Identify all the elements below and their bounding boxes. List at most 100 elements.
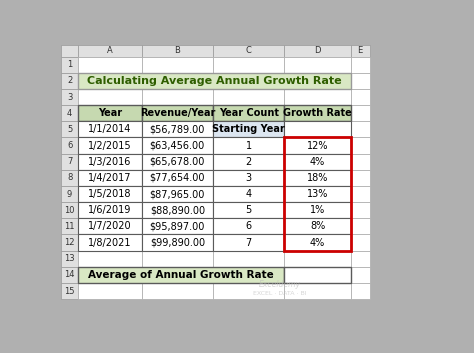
Bar xyxy=(351,267,370,283)
Bar xyxy=(213,283,284,299)
Bar xyxy=(213,154,284,170)
Bar xyxy=(284,202,351,218)
Bar xyxy=(142,154,213,170)
Text: $95,897.00: $95,897.00 xyxy=(150,221,205,232)
Text: 18%: 18% xyxy=(307,173,328,183)
Bar xyxy=(142,267,213,283)
Bar xyxy=(142,121,213,137)
Bar xyxy=(78,121,142,137)
Text: B: B xyxy=(174,46,180,55)
Text: 3: 3 xyxy=(246,173,252,183)
Bar xyxy=(78,137,142,154)
Text: 4%: 4% xyxy=(310,238,325,247)
Bar xyxy=(284,170,351,186)
Bar xyxy=(61,105,78,121)
Text: $77,654.00: $77,654.00 xyxy=(150,173,205,183)
Bar xyxy=(351,45,370,56)
Bar xyxy=(142,154,213,170)
Bar xyxy=(284,251,351,267)
Text: 14: 14 xyxy=(64,270,75,280)
Text: Exceldemy: Exceldemy xyxy=(259,280,301,289)
Text: 4: 4 xyxy=(246,189,252,199)
Text: 4: 4 xyxy=(67,109,72,118)
Bar xyxy=(213,202,284,218)
Text: 15: 15 xyxy=(64,287,75,295)
Bar xyxy=(61,121,78,137)
Text: Starting Year: Starting Year xyxy=(212,124,285,134)
Bar xyxy=(61,137,78,154)
Bar xyxy=(351,251,370,267)
Bar xyxy=(284,186,351,202)
Text: E: E xyxy=(357,46,363,55)
Bar xyxy=(61,267,78,283)
Text: 1/2/2015: 1/2/2015 xyxy=(88,140,132,151)
Bar xyxy=(213,202,284,218)
Bar xyxy=(284,186,351,202)
Bar xyxy=(213,267,284,283)
Bar xyxy=(142,170,213,186)
Bar xyxy=(78,267,284,283)
Text: 1/6/2019: 1/6/2019 xyxy=(88,205,132,215)
Bar xyxy=(142,137,213,154)
Bar xyxy=(78,251,142,267)
Text: 3: 3 xyxy=(67,92,73,102)
Bar xyxy=(284,154,351,170)
Bar xyxy=(78,234,142,251)
Bar xyxy=(351,89,370,105)
Text: 10: 10 xyxy=(64,206,75,215)
Bar xyxy=(78,218,142,234)
Bar xyxy=(284,154,351,170)
Text: 1: 1 xyxy=(246,140,252,151)
Bar xyxy=(142,105,213,121)
Bar xyxy=(213,170,284,186)
Bar xyxy=(142,56,213,73)
Bar xyxy=(61,186,78,202)
Text: 1/8/2021: 1/8/2021 xyxy=(88,238,132,247)
Text: 7: 7 xyxy=(246,238,252,247)
Text: D: D xyxy=(314,46,321,55)
Text: A: A xyxy=(107,46,113,55)
Bar xyxy=(351,121,370,137)
Bar xyxy=(142,234,213,251)
Bar xyxy=(142,218,213,234)
Bar xyxy=(78,45,142,56)
Bar xyxy=(284,218,351,234)
Text: Growth Rate: Growth Rate xyxy=(283,108,352,118)
Bar xyxy=(78,170,142,186)
Text: Year: Year xyxy=(98,108,122,118)
Bar xyxy=(213,186,284,202)
Bar xyxy=(284,170,351,186)
Bar xyxy=(78,56,142,73)
Bar xyxy=(61,234,78,251)
Bar xyxy=(78,137,142,154)
Bar xyxy=(78,186,142,202)
Text: 1%: 1% xyxy=(310,205,325,215)
Bar xyxy=(213,121,284,137)
Bar xyxy=(213,89,284,105)
Bar xyxy=(284,283,351,299)
Bar xyxy=(78,283,142,299)
Text: 12%: 12% xyxy=(307,140,328,151)
Bar xyxy=(284,267,351,283)
Bar xyxy=(61,45,78,56)
Text: $63,456.00: $63,456.00 xyxy=(150,140,205,151)
Text: 5: 5 xyxy=(67,125,72,134)
Text: Year Count: Year Count xyxy=(219,108,279,118)
Bar xyxy=(61,56,78,73)
Bar xyxy=(284,137,351,154)
Bar xyxy=(142,186,213,202)
Text: 8: 8 xyxy=(67,173,73,183)
Bar xyxy=(351,202,370,218)
Bar xyxy=(78,202,142,218)
Bar xyxy=(142,283,213,299)
Text: Revenue/Year: Revenue/Year xyxy=(140,108,215,118)
Bar xyxy=(213,251,284,267)
Text: 7: 7 xyxy=(67,157,73,166)
Bar xyxy=(61,202,78,218)
Bar xyxy=(213,105,284,121)
Bar xyxy=(78,73,351,89)
Bar xyxy=(142,137,213,154)
Text: EXCEL · DATA · BI: EXCEL · DATA · BI xyxy=(253,291,307,296)
Bar xyxy=(351,218,370,234)
Bar xyxy=(213,137,284,154)
